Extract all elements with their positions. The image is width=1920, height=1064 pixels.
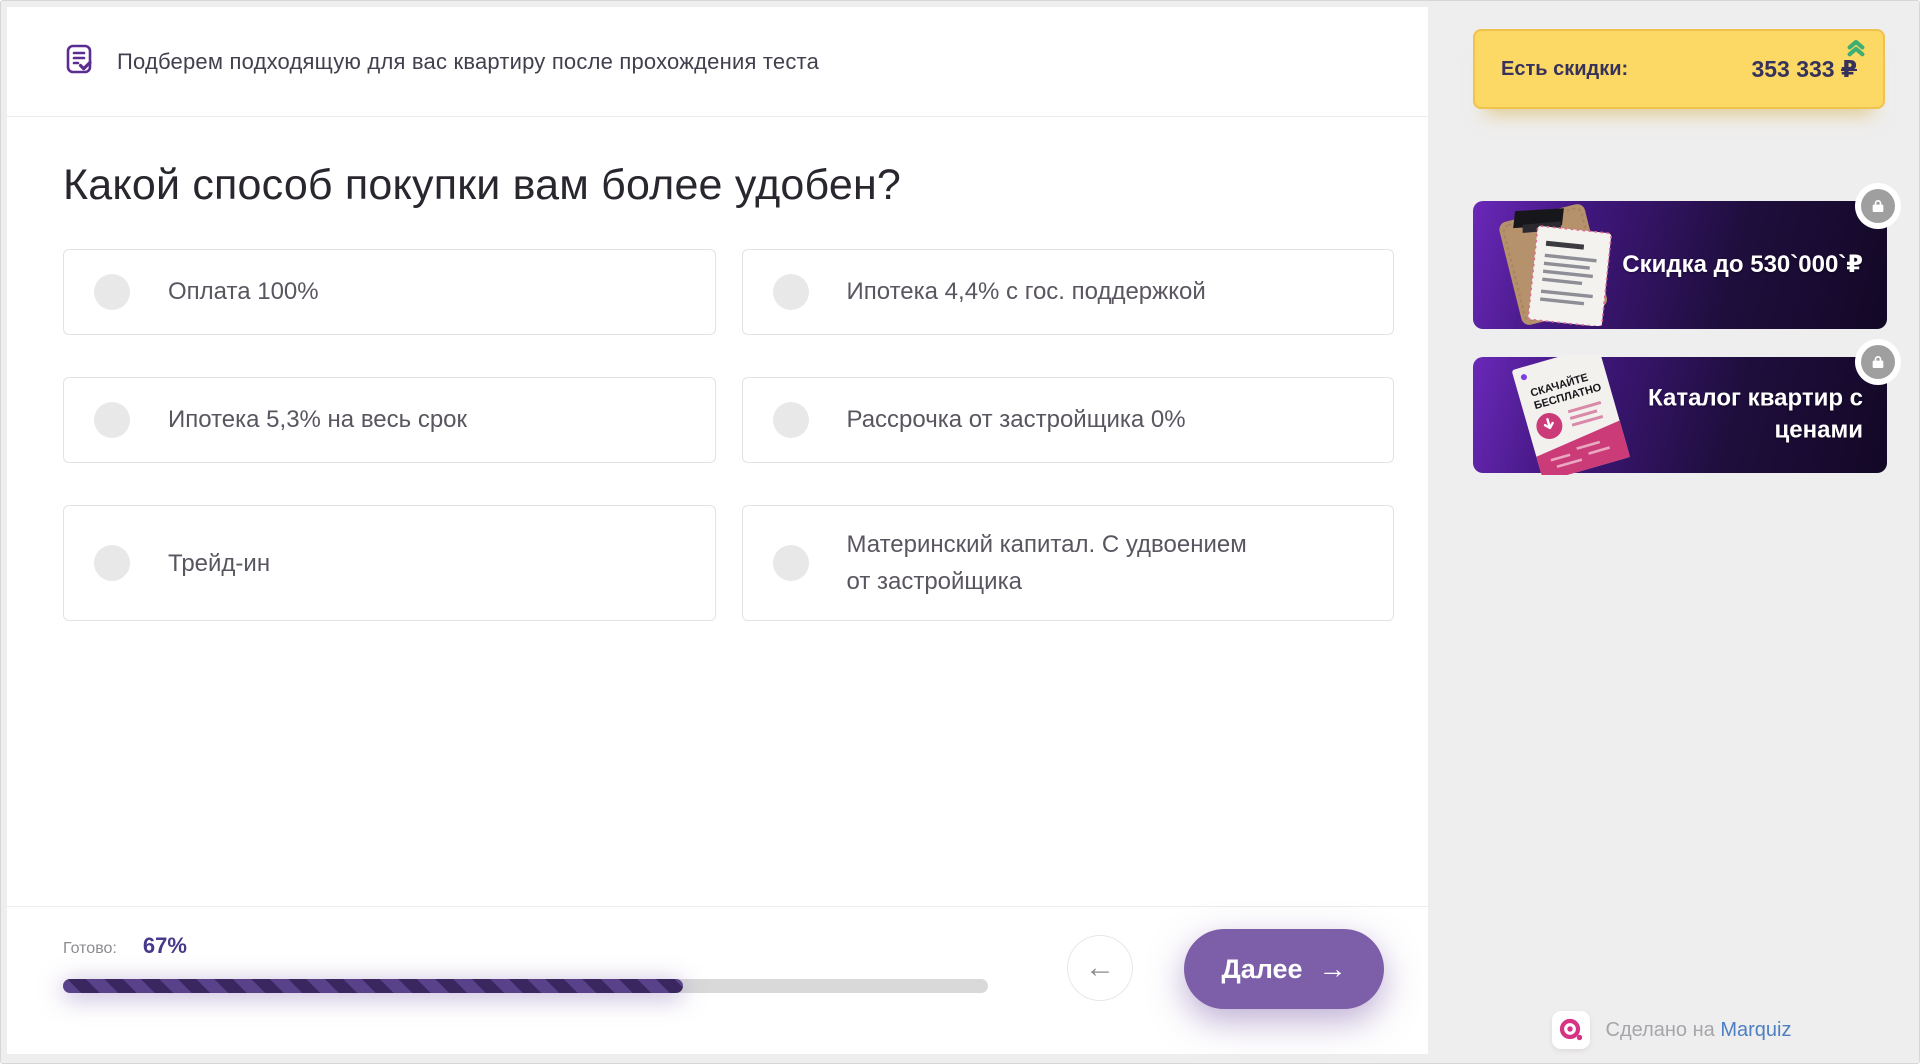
double-chevron-up-icon [1845, 36, 1867, 58]
ruble-sign: ₽ [1840, 55, 1857, 82]
arrow-left-icon: ← [1085, 951, 1115, 984]
arrow-right-icon: → [1318, 953, 1347, 984]
radio-icon [94, 274, 130, 310]
answer-option-label: Трейд-ин [168, 549, 271, 577]
made-on-text: Сделано на Marquiz [1605, 1018, 1792, 1041]
progress-bar-track [63, 979, 988, 993]
question-title: Какой способ покупки вам более удобен? [63, 161, 902, 209]
discount-card: Есть скидки: 353 333 ₽ [1473, 29, 1885, 109]
marquiz-link[interactable]: Marquiz [1720, 1018, 1792, 1041]
bonus-banner-title: Скидка до 530`000`₽ [1622, 250, 1863, 278]
bonus-banner-title: Каталог квартир с ценами [1648, 384, 1863, 444]
quiz-header-text: Подберем подходящую для вас квартиру пос… [117, 48, 820, 74]
answer-option-label: Оплата 100% [168, 278, 319, 306]
answer-option-label: Материнский капитал. С удвоением от заст… [846, 531, 1247, 596]
back-button[interactable]: ← [1067, 935, 1133, 1001]
answer-options: Оплата 100% Ипотека 4,4% с гос. поддержк… [63, 249, 1394, 622]
next-button[interactable]: Далее → [1184, 929, 1384, 1009]
answer-option-label: Ипотека 5,3% на весь срок [168, 406, 468, 434]
next-button-label: Далее [1221, 953, 1303, 984]
answer-option-label: Ипотека 4,4% с гос. поддержкой [846, 278, 1206, 306]
lock-icon [1855, 339, 1901, 385]
radio-icon [94, 545, 130, 582]
bonus-banner-catalog[interactable]: СКАЧАЙТЕ БЕСПЛАТНО Катало [1473, 339, 1901, 482]
answer-option-5[interactable]: Трейд-ин [63, 505, 716, 622]
discount-amount: 353 333 ₽ [1751, 55, 1857, 82]
clipboard-contract-image [1481, 204, 1646, 328]
answer-option-2[interactable]: Ипотека 4,4% с гос. поддержкой [741, 249, 1394, 335]
radio-icon [94, 402, 130, 438]
answer-option-3[interactable]: Ипотека 5,3% на весь срок [63, 377, 716, 463]
made-on-footer: Сделано на Marquiz [1428, 1011, 1915, 1049]
radio-icon [772, 402, 809, 438]
progress-label: Готово: [63, 940, 117, 957]
discount-label: Есть скидки: [1501, 57, 1629, 80]
marquiz-logo [1551, 1011, 1590, 1049]
quiz-document-icon [63, 43, 95, 80]
bonus-sidebar: Есть скидки: 353 333 ₽ [1428, 1, 1915, 1063]
catalog-brochure-image: СКАЧАЙТЕ БЕСПЛАТНО [1481, 346, 1646, 482]
quiz-main-panel: Подберем подходящую для вас квартиру пос… [7, 7, 1428, 1054]
quiz-header: Подберем подходящую для вас квартиру пос… [7, 7, 1428, 117]
lock-icon [1855, 183, 1901, 229]
bonus-banner-discount[interactable]: Скидка до 530`000`₽ [1473, 183, 1901, 329]
answer-option-1[interactable]: Оплата 100% [63, 249, 716, 335]
quiz-footer: Готово: 67% ← Далее → [7, 906, 1428, 1054]
answer-option-label: Рассрочка от застройщика 0% [846, 406, 1186, 434]
radio-icon [772, 545, 809, 582]
progress-caption: Готово: 67% [63, 933, 187, 959]
answer-option-6[interactable]: Материнский капитал. С удвоением от заст… [741, 505, 1394, 622]
radio-icon [772, 274, 809, 310]
progress-value: 67% [142, 933, 187, 958]
progress-bar-fill [63, 979, 683, 993]
answer-option-4[interactable]: Рассрочка от застройщика 0% [741, 377, 1394, 463]
